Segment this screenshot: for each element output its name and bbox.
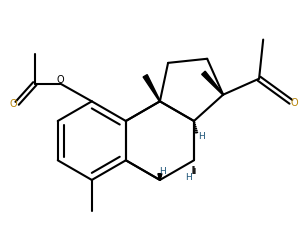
Polygon shape xyxy=(158,174,162,180)
Text: H: H xyxy=(198,132,205,141)
Text: O: O xyxy=(57,75,64,85)
Text: O: O xyxy=(290,98,298,107)
Text: H: H xyxy=(159,166,165,175)
Text: H: H xyxy=(185,172,192,181)
Text: O: O xyxy=(9,99,17,109)
Polygon shape xyxy=(202,72,224,96)
Polygon shape xyxy=(143,75,160,102)
